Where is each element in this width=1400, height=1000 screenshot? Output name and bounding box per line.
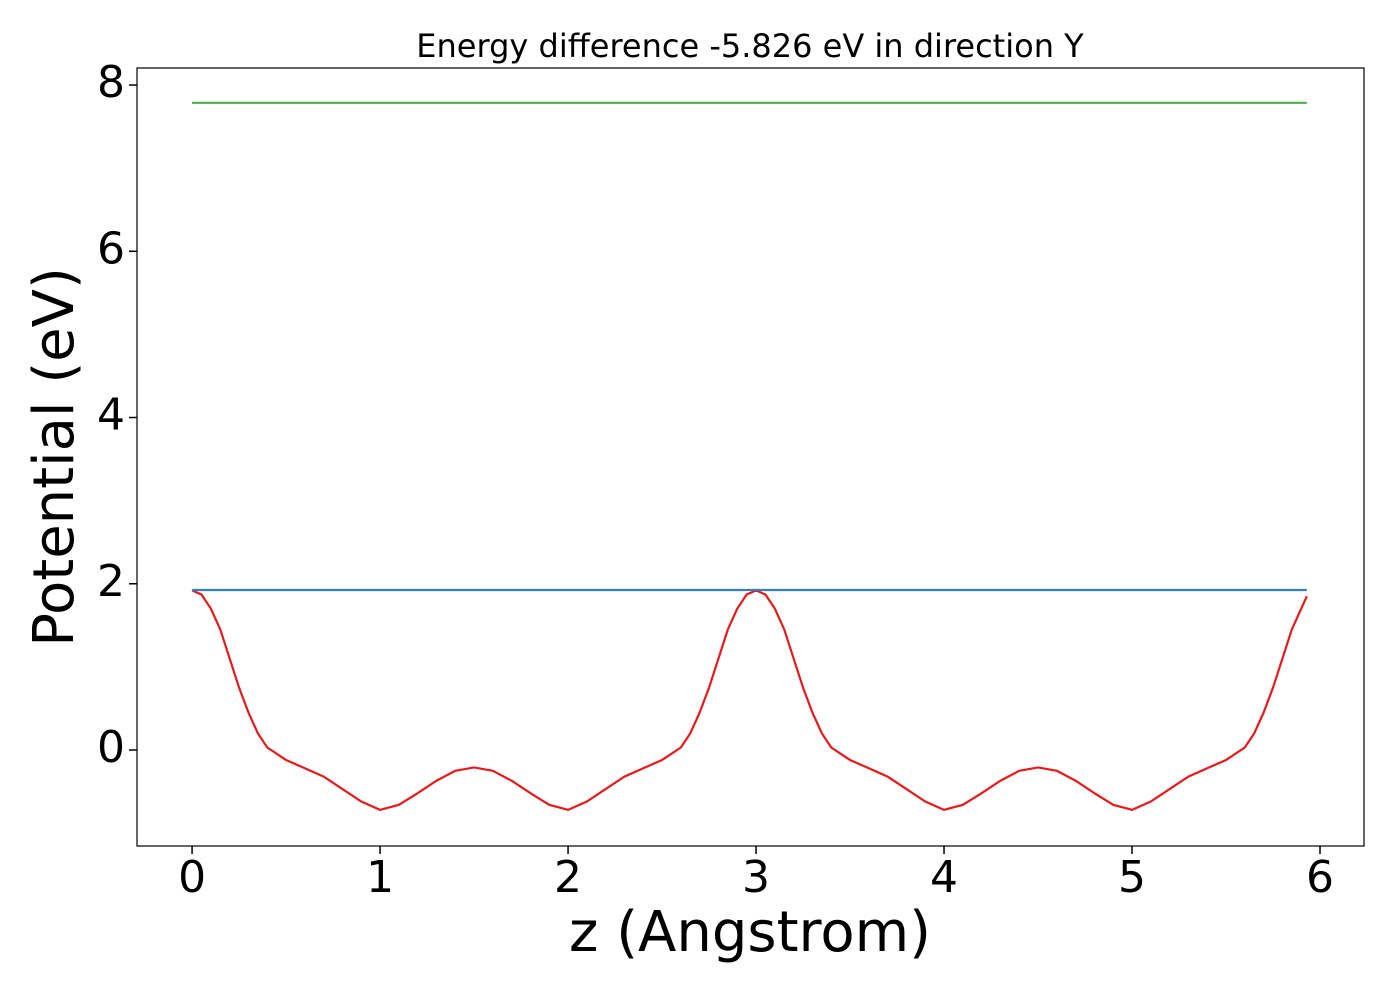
line bbox=[191, 589, 1308, 812]
y-tick-label: 4 bbox=[97, 390, 125, 441]
x-tick-label: 4 bbox=[930, 852, 958, 903]
y-tick-label: 8 bbox=[97, 57, 125, 108]
plot-frame bbox=[136, 67, 1365, 847]
y-tick-label: 0 bbox=[97, 722, 125, 773]
y-tick-label: 2 bbox=[97, 556, 125, 607]
x-tick-label: 2 bbox=[554, 852, 582, 903]
chart-title: Energy difference -5.826 eV in direction… bbox=[416, 27, 1084, 65]
x-tick-label: 5 bbox=[1118, 852, 1146, 903]
x-tick-label: 1 bbox=[366, 852, 394, 903]
x-axis-label: z (Angstrom) bbox=[569, 900, 931, 965]
x-tick-label: 6 bbox=[1306, 852, 1334, 903]
y-tick-label: 6 bbox=[97, 223, 125, 274]
x-tick-label: 0 bbox=[178, 852, 206, 903]
x-tick-label: 3 bbox=[742, 852, 770, 903]
y-axis-label: Potential (eV) bbox=[22, 267, 87, 647]
